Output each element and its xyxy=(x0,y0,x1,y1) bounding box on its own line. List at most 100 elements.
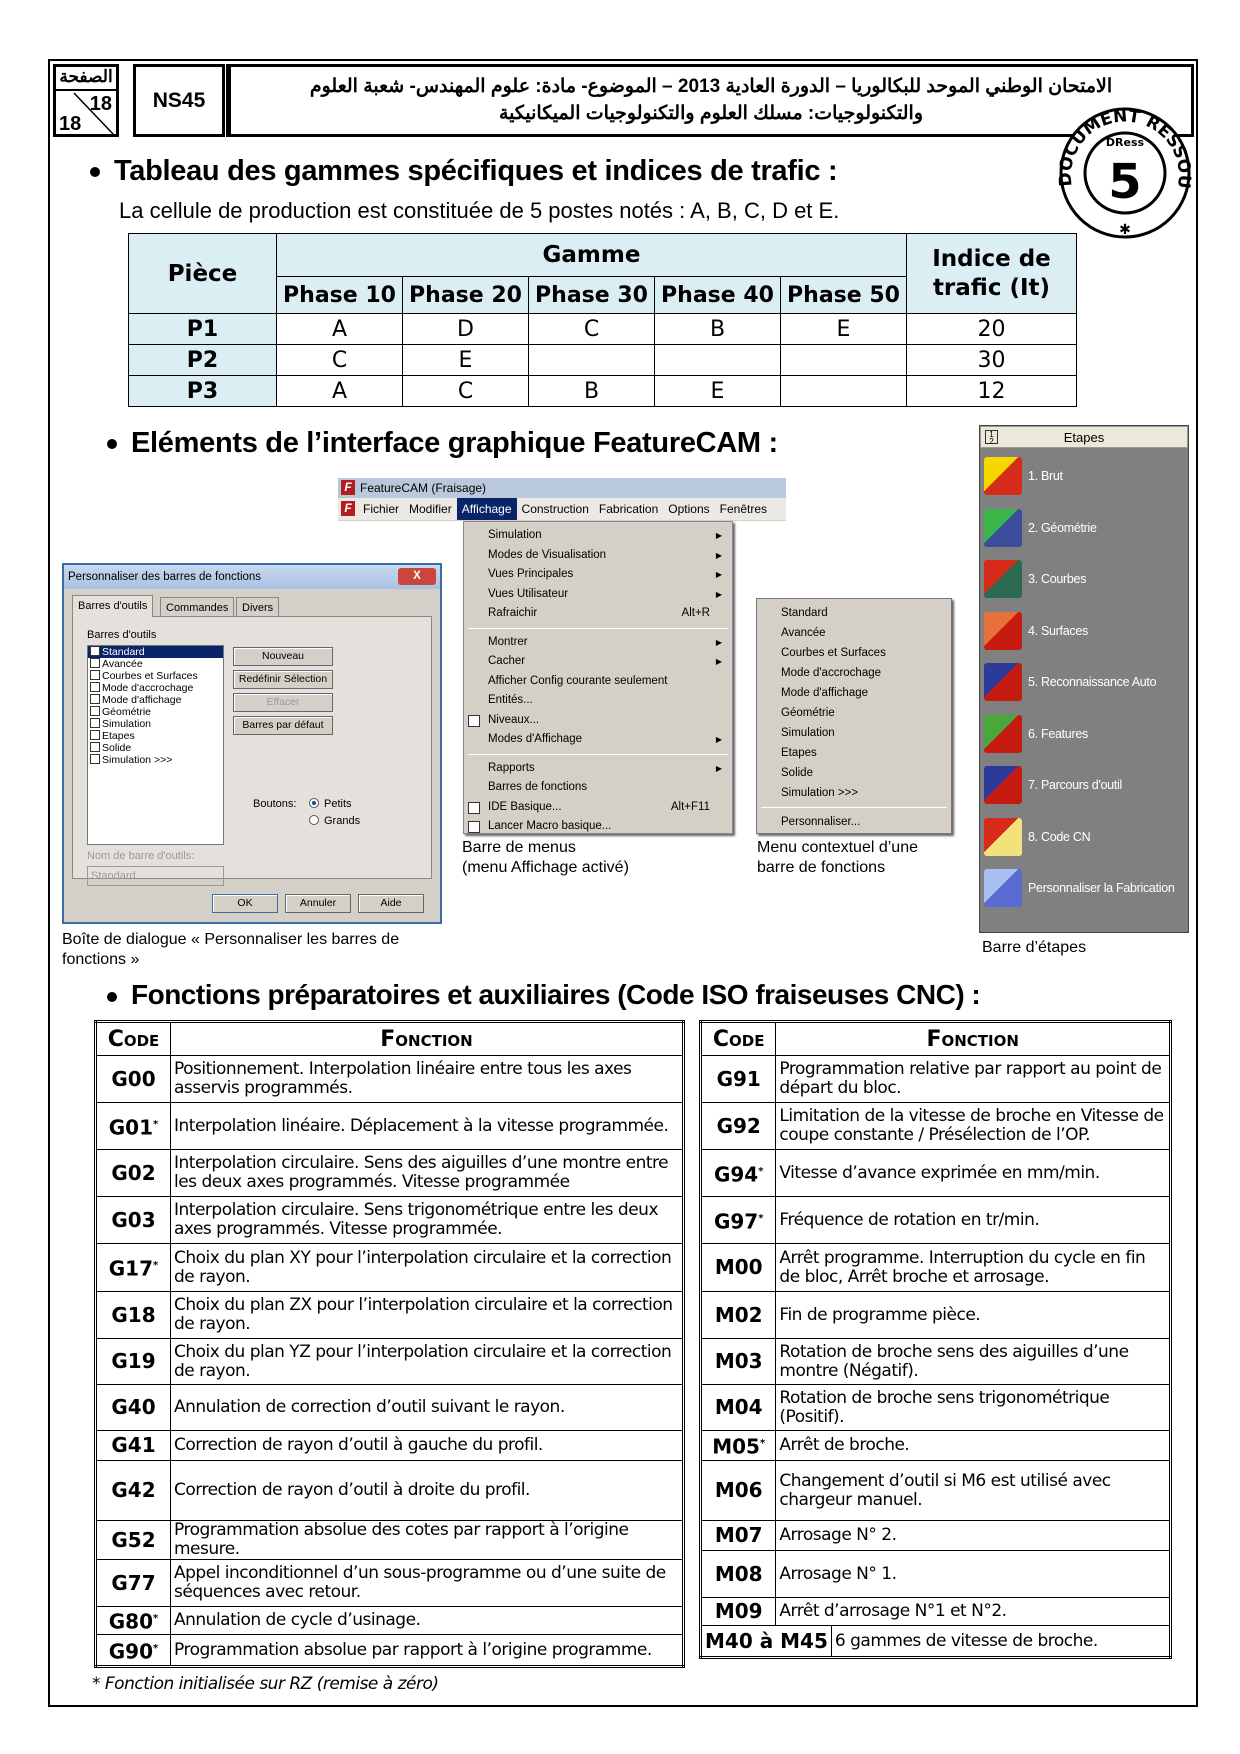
table-header: Code Fonction xyxy=(95,1021,684,1056)
bullet-icon xyxy=(107,991,117,1002)
ok-button[interactable]: OK xyxy=(212,894,278,913)
menu-item[interactable]: IDE Basique... Alt+F11 xyxy=(464,798,732,818)
step-item[interactable]: 5. Reconnaissance Auto xyxy=(984,662,1157,702)
table-row: M00 Arrêt programme. Interruption du cycl… xyxy=(699,1243,1171,1292)
table-row: G94* Vitesse d’avance exprimée en mm/min. xyxy=(699,1149,1171,1197)
context-menu-item[interactable]: Courbes et Surfaces xyxy=(781,647,886,659)
menu-item[interactable]: Vues Principales ▶ xyxy=(464,565,732,585)
table-row: G41 Correction de rayon d’outil à gauche … xyxy=(95,1430,684,1461)
step-icon xyxy=(984,508,1022,547)
tab-barres-outils[interactable]: Barres d'outils xyxy=(72,595,154,617)
menu-affichage[interactable]: Affichage xyxy=(456,498,517,520)
menu-item[interactable]: Barres de fonctions xyxy=(488,781,588,793)
step-item[interactable]: 1. Brut xyxy=(984,456,1063,496)
asterisk: * xyxy=(153,1642,159,1654)
menu-modifier[interactable]: Modifier xyxy=(409,502,452,516)
redefinir-selection-button[interactable]: Redéfinir Sélection xyxy=(233,670,333,689)
personnaliser-item[interactable]: Personnaliser... xyxy=(781,816,861,828)
tab-divers[interactable]: Divers xyxy=(236,597,280,617)
context-menu-item[interactable]: Mode d'accrochage xyxy=(781,667,882,679)
toolbar-checkbox[interactable]: Simulation xyxy=(88,718,223,730)
menu-item[interactable]: Rapports ▶ xyxy=(464,759,732,779)
step-item[interactable]: Personnaliser la Fabrication xyxy=(984,868,1175,908)
phase-cell xyxy=(780,375,907,407)
toolbar-checkbox[interactable]: Standard xyxy=(88,646,223,658)
aide-button[interactable]: Aide xyxy=(358,894,424,913)
toolbar-list[interactable]: Standard Avancée Courbes et Surfaces Mode d… xyxy=(87,645,224,845)
step-item[interactable]: 7. Parcours d'outil xyxy=(984,765,1122,805)
featurecam-logo-icon: F xyxy=(341,480,355,495)
menu-item[interactable]: Entités... xyxy=(488,694,533,706)
fonction-cell: Interpolation circulaire. Sens des aigui… xyxy=(170,1149,684,1197)
menu-separator xyxy=(468,753,728,755)
submenu-arrow-icon: ▶ xyxy=(715,570,722,579)
step-item[interactable]: 8. Code CN xyxy=(984,817,1091,857)
step-item[interactable]: 3. Courbes xyxy=(984,559,1086,599)
menu-fabrication[interactable]: Fabrication xyxy=(598,502,659,516)
toolbar-checkbox[interactable]: Courbes et Surfaces xyxy=(88,670,223,682)
context-menu-item[interactable]: Simulation >>> xyxy=(781,787,859,799)
radio-icon xyxy=(309,798,319,808)
fonction-cell: Choix du plan YZ pour l’interpolation ci… xyxy=(170,1338,684,1385)
menu-fichier[interactable]: Fichier xyxy=(363,502,400,516)
effacer-button[interactable]: Effacer xyxy=(233,693,333,712)
menu-item[interactable]: Montrer ▶ xyxy=(464,633,732,653)
context-menu-item[interactable]: Standard xyxy=(781,607,828,619)
toolbar-name-input[interactable]: Standard xyxy=(87,866,224,886)
table-row: G03 Interpolation circulaire. Sens trigon… xyxy=(95,1196,684,1244)
code-cell: M09 xyxy=(699,1597,777,1626)
context-menu-item[interactable]: Avancée xyxy=(781,627,826,639)
header-phase: Phase 20 xyxy=(402,276,529,314)
menu-item[interactable]: Afficher Config courante seulement xyxy=(488,674,668,687)
menu-item[interactable]: Modes d'Affichage ▶ xyxy=(464,730,732,750)
context-menu-item[interactable]: Simulation xyxy=(781,727,835,739)
menu-item[interactable]: Cacher ▶ xyxy=(464,652,732,672)
toolbar-checkbox[interactable]: Mode d'affichage xyxy=(88,694,223,706)
toolbar-checkbox[interactable]: Etapes xyxy=(88,730,223,742)
tab-commandes[interactable]: Commandes xyxy=(160,597,235,617)
asterisk: * xyxy=(759,1438,766,1450)
context-menu-item[interactable]: Géométrie xyxy=(781,707,835,719)
code-cell: G40 xyxy=(95,1384,171,1431)
context-menu-item[interactable]: Etapes xyxy=(781,747,817,759)
fonction-cell: Interpolation circulaire. Sens trigonomé… xyxy=(170,1196,684,1244)
annuler-button[interactable]: Annuler xyxy=(285,894,351,913)
menu-item[interactable]: Vues Utilisateur ▶ xyxy=(464,585,732,605)
menu-item[interactable]: Modes de Visualisation ▶ xyxy=(464,546,732,566)
toolbar-checkbox[interactable]: Mode d'accrochage xyxy=(88,682,223,694)
menu-options[interactable]: Options xyxy=(668,502,710,516)
toolbar-checkbox[interactable]: Avancée xyxy=(88,658,223,670)
context-menu-item[interactable]: Solide xyxy=(781,767,813,779)
run-macro-icon xyxy=(468,821,480,833)
radio-grands[interactable]: Grands xyxy=(309,815,360,827)
step-item[interactable]: 4. Surfaces xyxy=(984,611,1088,651)
submenu-arrow-icon: ▶ xyxy=(715,550,722,560)
step-icon xyxy=(984,457,1022,495)
exam-header: الامتحان الوطني الموحد للبكالوريا – الدو… xyxy=(226,64,1194,137)
header-phase: Phase 30 xyxy=(528,276,655,314)
nouveau-button[interactable]: Nouveau xyxy=(233,647,333,666)
context-menu-item[interactable]: Mode d'affichage xyxy=(781,687,869,699)
menu-item[interactable]: Simulation ▶ xyxy=(464,526,732,546)
barres-par-defaut-button[interactable]: Barres par défaut xyxy=(233,716,333,735)
step-item[interactable]: 2. Géométrie xyxy=(984,508,1097,548)
featurecam-logo-icon: F xyxy=(341,501,355,516)
code-cell: M08 xyxy=(699,1550,777,1598)
menu-item[interactable]: Lancer Macro basique... xyxy=(464,817,732,837)
piece-cell: P3 xyxy=(128,375,277,407)
menu-fenêtres[interactable]: Fenêtres xyxy=(719,502,767,516)
menu-item[interactable]: Rafraichir Alt+R xyxy=(464,604,732,624)
fonction-cell: Programmation relative par rapport au po… xyxy=(775,1055,1171,1103)
section-title-interface: Eléments de l’interface graphique Featur… xyxy=(107,426,778,460)
submenu-arrow-icon: ▶ xyxy=(715,589,722,599)
menu-construction[interactable]: Construction xyxy=(521,502,589,516)
close-icon[interactable]: X xyxy=(398,568,436,585)
fonction-cell: Annulation de correction d’outil suivant… xyxy=(170,1384,684,1431)
menu-item[interactable]: Niveaux... xyxy=(464,711,732,731)
fonction-cell: Correction de rayon d’outil à droite du … xyxy=(170,1460,684,1521)
toolbar-checkbox[interactable]: Solide xyxy=(88,742,223,754)
step-item[interactable]: 6. Features xyxy=(984,714,1088,754)
radio-petits[interactable]: Petits xyxy=(309,798,352,810)
toolbar-checkbox[interactable]: Géométrie xyxy=(88,706,223,718)
toolbar-checkbox[interactable]: Simulation >>> xyxy=(88,754,223,766)
